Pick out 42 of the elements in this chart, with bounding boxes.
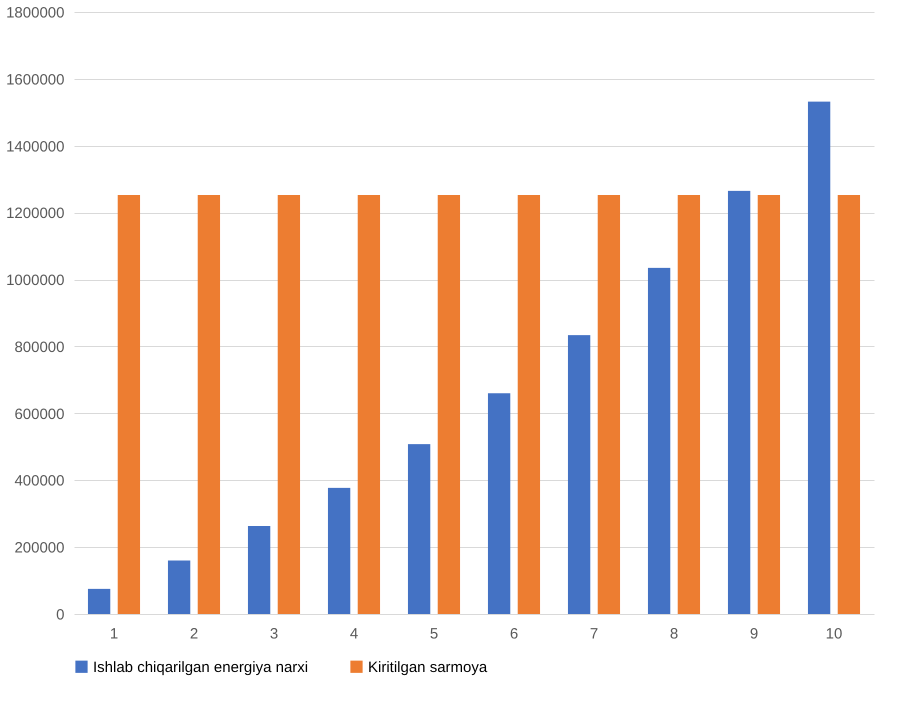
- legend-label: Ishlab chiqarilgan energiya narxi: [93, 658, 308, 676]
- bar: [598, 194, 620, 614]
- bar: [248, 526, 270, 614]
- bar: [198, 194, 220, 614]
- bar: [358, 194, 380, 614]
- bar: [118, 194, 140, 614]
- y-tick-label: 1200000: [6, 205, 64, 222]
- x-tick-label: 3: [270, 626, 278, 642]
- x-tick-label: 1: [110, 626, 118, 642]
- bar: [328, 488, 350, 614]
- y-tick-label: 400000: [14, 472, 64, 490]
- bar: [518, 194, 540, 614]
- legend-label: Kiritilgan sarmoya: [368, 658, 488, 676]
- y-tick-label: 1600000: [6, 71, 64, 88]
- x-tick-label: 2: [190, 626, 198, 642]
- x-tick-label: 8: [670, 626, 678, 642]
- bar: [678, 194, 700, 614]
- bar: [648, 268, 670, 614]
- bar: [438, 194, 460, 614]
- y-tick-label: 0: [56, 606, 64, 624]
- x-tick-label: 4: [350, 626, 358, 642]
- bar: [168, 560, 190, 614]
- x-tick-label: 6: [510, 626, 518, 642]
- x-tick-label: 7: [590, 626, 598, 642]
- bar: [488, 393, 510, 614]
- bar: [728, 190, 750, 614]
- x-tick-label: 10: [826, 626, 842, 642]
- y-tick-label: 800000: [14, 338, 64, 356]
- bar: [278, 194, 300, 614]
- bar: [568, 335, 590, 614]
- y-tick-label: 200000: [14, 540, 64, 557]
- x-tick-label: 9: [750, 626, 758, 642]
- bar: [88, 588, 110, 614]
- y-tick-label: 600000: [14, 406, 64, 423]
- bar: [758, 194, 780, 614]
- x-tick-label: 5: [430, 626, 438, 642]
- bar: [408, 444, 430, 614]
- bar: [808, 102, 830, 614]
- y-tick-label: 1800000: [6, 4, 64, 22]
- bar: [838, 194, 860, 614]
- y-tick-label: 1400000: [6, 138, 64, 156]
- y-tick-label: 1000000: [6, 272, 64, 290]
